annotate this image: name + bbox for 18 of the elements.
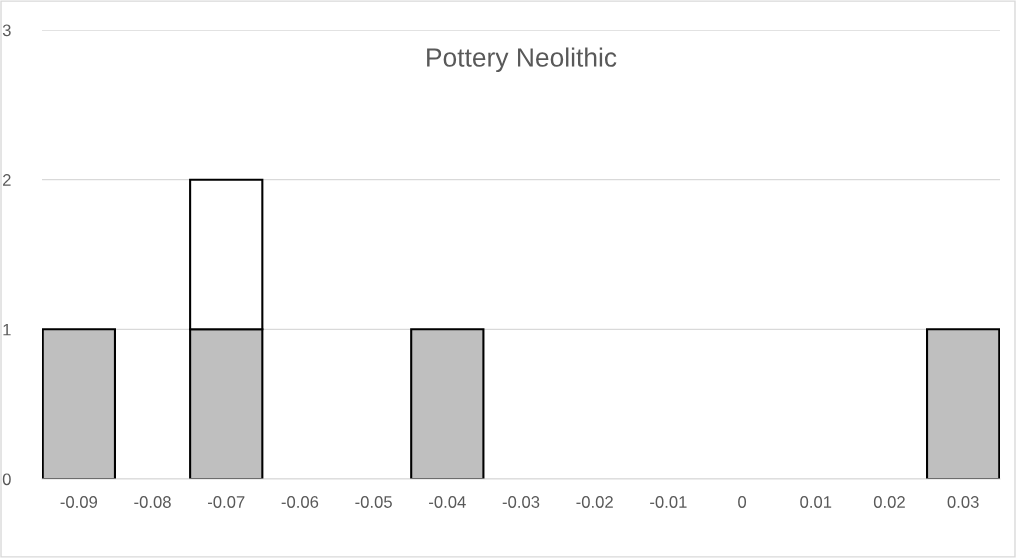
x-tick-label: -0.03: [502, 496, 540, 508]
x-tick-label: 0.01: [800, 496, 832, 508]
x-tick-label: -0.09: [60, 496, 98, 508]
x-tick-label: -0.04: [429, 496, 466, 508]
y-tick-label: 2: [3, 174, 11, 186]
x-tick-label: -0.01: [650, 496, 687, 508]
y-tick-label: 1: [3, 323, 11, 336]
x-tick-label: 0.03: [947, 496, 979, 508]
y-tick-label: 3: [2, 24, 11, 37]
x-tick-label: 0.02: [873, 496, 905, 508]
x-tick-label: -0.06: [281, 496, 319, 508]
text: Pottery Neolithic: [427, 47, 617, 73]
x-tick-label: -0.07: [207, 496, 245, 508]
x-tick-label: 0: [738, 496, 747, 508]
y-tick-label: 0: [2, 473, 11, 486]
x-tick-label: -0.05: [355, 496, 392, 508]
x-tick-label: -0.08: [134, 496, 171, 508]
x-tick-label: -0.02: [576, 496, 613, 508]
